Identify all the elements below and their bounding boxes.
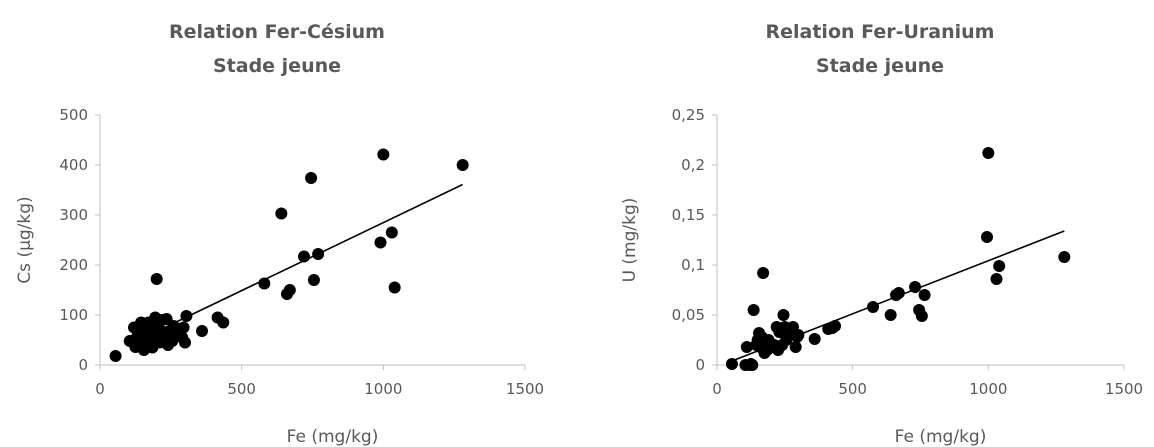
- chart-title-line: Relation Fer-Uranium: [766, 21, 995, 43]
- data-point: [982, 147, 995, 159]
- data-point: [993, 260, 1006, 272]
- chart-1: Relation Fer-Césium Stade jeune 0 100 200 300…: [15, 21, 544, 447]
- data-point: [829, 320, 842, 332]
- y-tick-label: 400: [59, 156, 88, 174]
- data-point: [312, 248, 325, 260]
- chart-title-line: Stade jeune: [213, 55, 341, 77]
- data-point: [298, 250, 310, 263]
- x-tick-label: 1500: [506, 380, 544, 398]
- data-point: [385, 226, 398, 239]
- y-axis-label: Cs (µg/kg): [15, 196, 35, 283]
- x-tick-label: 500: [227, 380, 256, 398]
- data-point: [747, 304, 760, 316]
- data-point: [892, 287, 905, 299]
- y-tick-label: 500: [59, 106, 88, 124]
- data-point: [377, 148, 390, 161]
- data-point: [980, 231, 993, 243]
- data-point: [1058, 251, 1071, 263]
- data-point: [275, 207, 288, 220]
- y-tick-label: 100: [59, 306, 88, 324]
- y-axis-label: U (mg/kg): [620, 198, 640, 283]
- x-tick-label: 1500: [1105, 380, 1143, 398]
- data-point: [180, 310, 193, 322]
- data-point: [258, 277, 271, 290]
- y-tick-label: 0,05: [672, 306, 705, 324]
- x-tick-label: 500: [838, 380, 867, 398]
- data-point: [179, 336, 191, 349]
- data-point: [725, 358, 738, 370]
- data-point: [867, 301, 880, 313]
- data-point: [918, 289, 931, 301]
- y-tick-label: 0,25: [672, 106, 705, 124]
- chart-2: Relation Fer-Uranium Stade jeune 0 0,05 0,1 0…: [620, 21, 1143, 447]
- data-point: [777, 309, 790, 321]
- y-tick-label: 0,15: [672, 206, 705, 224]
- chart-title-line: Relation Fer-Césium: [169, 21, 385, 43]
- data-point: [789, 341, 802, 353]
- data-point: [388, 281, 401, 294]
- data-point: [884, 309, 897, 321]
- chart-title-line: Stade jeune: [816, 55, 944, 77]
- data-point: [307, 274, 320, 286]
- x-tick-label: 0: [712, 380, 722, 398]
- data-point: [177, 321, 190, 334]
- x-tick-label: 1000: [969, 380, 1007, 398]
- data-point: [915, 310, 928, 322]
- data-point: [150, 273, 163, 285]
- y-tick-label: 200: [59, 256, 88, 274]
- y-tick-label: 0,2: [681, 156, 705, 174]
- x-axis-label: Fe (mg/kg): [287, 427, 379, 447]
- data-point: [456, 159, 469, 171]
- data-point: [740, 341, 753, 353]
- data-point: [374, 236, 387, 249]
- data-point: [283, 284, 296, 296]
- data-point: [217, 316, 230, 329]
- y-tick-label: 300: [59, 206, 88, 224]
- x-tick-label: 1000: [364, 380, 402, 398]
- y-tick-label: 0: [695, 356, 705, 374]
- data-point: [792, 329, 805, 341]
- data-point: [990, 273, 1003, 285]
- data-point: [808, 333, 821, 345]
- data-point: [196, 325, 208, 337]
- x-tick-label: 0: [95, 380, 105, 398]
- data-point: [757, 267, 770, 279]
- x-axis-label: Fe (mg/kg): [895, 427, 987, 447]
- data-point: [305, 172, 318, 184]
- data-point: [909, 281, 922, 293]
- data-point: [746, 359, 759, 371]
- y-tick-label: 0: [78, 356, 88, 374]
- y-tick-label: 0,1: [681, 256, 705, 274]
- data-point: [109, 350, 122, 362]
- trendline: [127, 183, 464, 346]
